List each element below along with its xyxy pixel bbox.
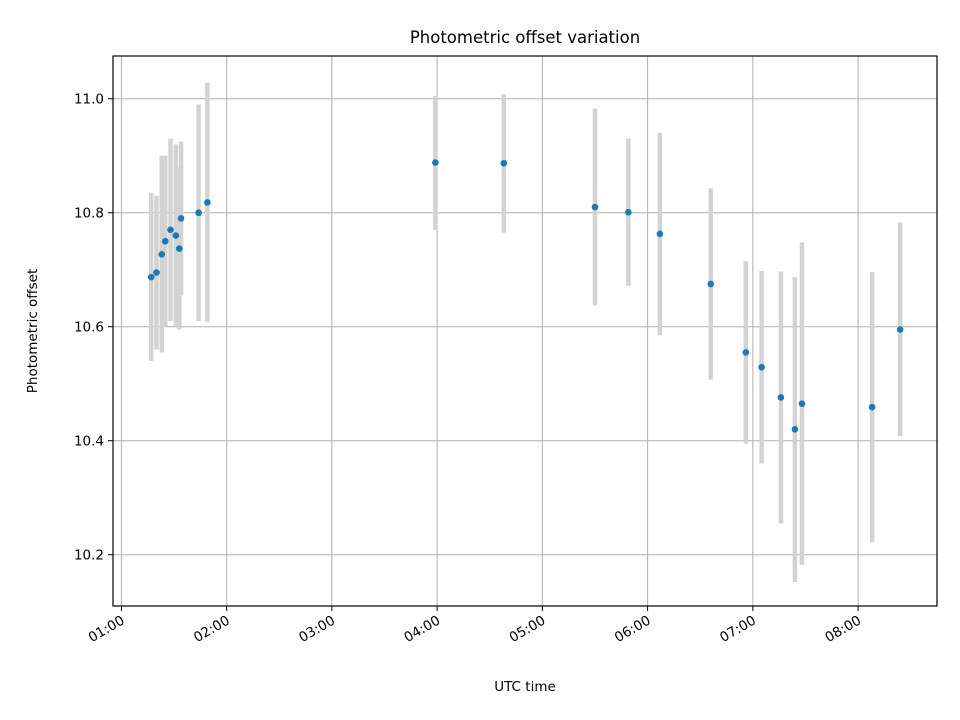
data-point bbox=[591, 203, 599, 211]
data-point bbox=[195, 209, 202, 217]
data-point bbox=[791, 426, 799, 433]
x-axis-label: UTC time bbox=[494, 679, 556, 695]
grid bbox=[113, 56, 937, 606]
y-tick-label: 10.4 bbox=[74, 434, 104, 450]
data-point bbox=[161, 237, 169, 245]
data-point bbox=[500, 159, 508, 167]
data-point bbox=[175, 245, 183, 252]
data-point bbox=[177, 215, 185, 222]
data-point bbox=[204, 199, 211, 206]
data-point bbox=[758, 363, 765, 371]
data-point bbox=[742, 349, 750, 356]
y-axis-label: Photometric offset bbox=[25, 269, 41, 393]
data-points bbox=[147, 159, 904, 433]
y-tick-label: 10.8 bbox=[74, 206, 104, 222]
data-point bbox=[153, 269, 160, 276]
chart-title: Photometric offset variation bbox=[410, 28, 640, 47]
axes-frame bbox=[112, 55, 938, 607]
data-point bbox=[167, 226, 174, 234]
data-point bbox=[868, 403, 876, 411]
data-point bbox=[798, 400, 806, 407]
data-point bbox=[432, 159, 439, 166]
data-point bbox=[656, 230, 664, 238]
y-axis-ticks: 10.2 10.4 10.6 10.8 11.0 bbox=[74, 92, 113, 564]
y-tick-label: 11.0 bbox=[74, 92, 104, 108]
data-point bbox=[147, 273, 155, 281]
data-point bbox=[158, 251, 166, 258]
y-tick-label: 10.2 bbox=[74, 548, 104, 564]
data-point bbox=[707, 280, 715, 288]
data-point bbox=[625, 208, 632, 216]
y-tick-label: 10.6 bbox=[74, 320, 104, 336]
data-point bbox=[896, 326, 904, 333]
data-point bbox=[777, 394, 785, 401]
data-point bbox=[172, 232, 180, 239]
